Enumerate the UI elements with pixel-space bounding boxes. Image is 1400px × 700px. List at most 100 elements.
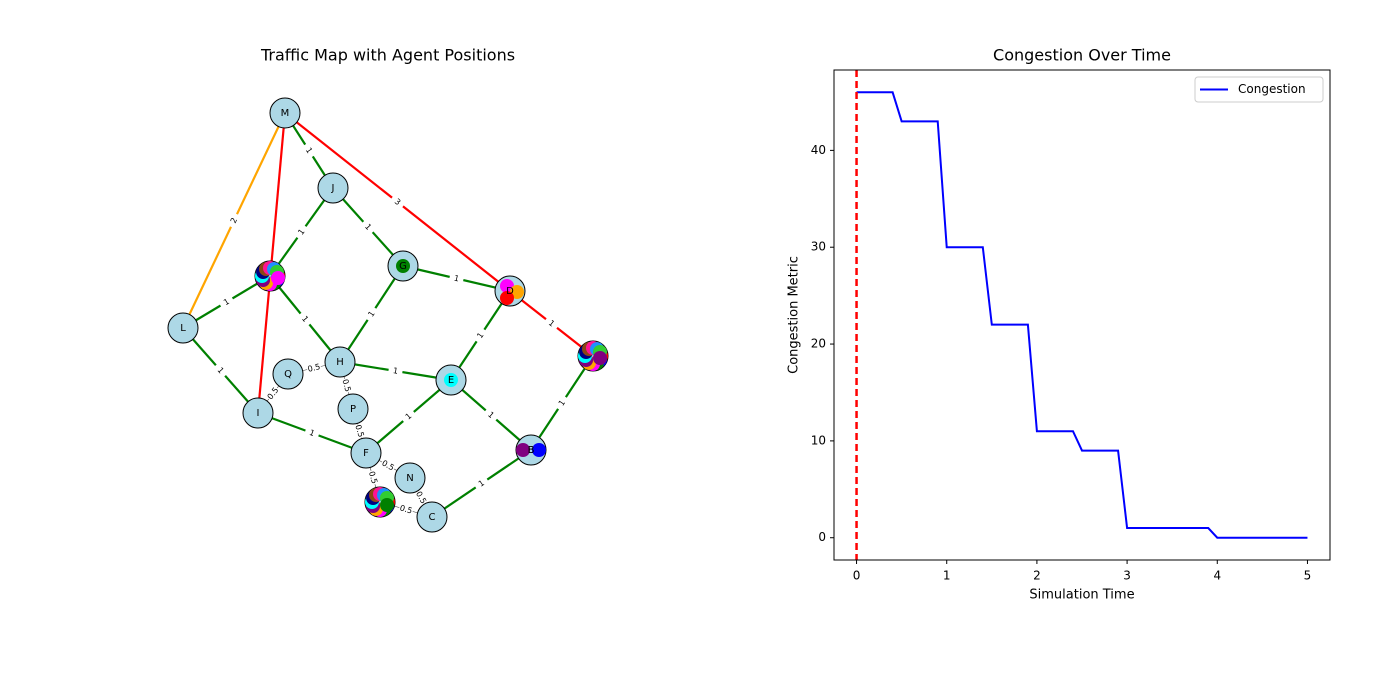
edge-label-bg bbox=[397, 502, 415, 517]
edge-label: 1 bbox=[363, 222, 373, 232]
node-label: Q bbox=[284, 369, 292, 380]
agent bbox=[516, 443, 530, 457]
y-tick-label: 20 bbox=[811, 337, 826, 351]
y-tick-label: 10 bbox=[811, 433, 826, 447]
x-tick-label: 3 bbox=[1123, 569, 1131, 583]
agent bbox=[500, 291, 514, 305]
edge-label-group: 1 bbox=[472, 326, 489, 345]
edge-label: 1 bbox=[557, 398, 567, 407]
agent bbox=[380, 498, 394, 512]
node bbox=[317, 172, 349, 204]
edge-label-group: 1 bbox=[387, 364, 404, 378]
edge-label-group: 0.5 bbox=[352, 422, 367, 440]
node bbox=[269, 97, 301, 129]
node bbox=[350, 437, 382, 469]
edge-label: 1 bbox=[547, 318, 557, 328]
node-label: E bbox=[448, 375, 454, 386]
plot-frame bbox=[833, 69, 1331, 561]
node bbox=[337, 393, 369, 425]
edge-label-group: 0.5 bbox=[379, 457, 397, 474]
edge-label-bg bbox=[296, 310, 314, 328]
edge-label-group: 0.5 bbox=[413, 488, 429, 507]
node bbox=[242, 397, 274, 429]
edge-label-group: 1 bbox=[293, 223, 310, 241]
edge-label-bg bbox=[366, 469, 380, 486]
edge-label: 1 bbox=[300, 314, 310, 324]
y-tick-label: 40 bbox=[811, 143, 826, 157]
edge-label-bg bbox=[264, 384, 282, 403]
x-tick-label: 2 bbox=[1033, 569, 1041, 583]
edge-label-bg bbox=[472, 326, 489, 345]
edge-label: 1 bbox=[215, 366, 225, 376]
edge-label-group: 0.5 bbox=[397, 502, 415, 517]
edge-label-bg bbox=[306, 361, 322, 375]
edge-label-group: 0.5 bbox=[306, 361, 322, 375]
edge-label-group: 1 bbox=[217, 294, 236, 310]
edge-label-group: 3 bbox=[388, 193, 407, 211]
edge-label: 1 bbox=[308, 428, 316, 438]
node-label: F bbox=[363, 448, 369, 459]
edge-label-group: 1 bbox=[359, 218, 377, 236]
node-label: C bbox=[429, 512, 436, 523]
edge-label-bg bbox=[379, 457, 397, 474]
edge-label-group: 2 bbox=[226, 212, 242, 229]
node bbox=[324, 346, 356, 378]
x-axis-label: Simulation Time bbox=[1029, 588, 1134, 603]
edge-label: 1 bbox=[366, 309, 376, 318]
edge-label-group: 0.5 bbox=[339, 377, 354, 394]
edge-label-bg bbox=[352, 422, 367, 440]
edge-label-bg bbox=[553, 394, 571, 412]
edge-label-group: 0.5 bbox=[366, 469, 380, 486]
edge-label: 1 bbox=[453, 274, 460, 284]
edge-label: 0.5 bbox=[307, 362, 321, 374]
edge-label-bg bbox=[339, 377, 354, 394]
legend-label: Congestion bbox=[1238, 82, 1306, 96]
agent bbox=[444, 373, 458, 387]
edge-label-group: 1 bbox=[472, 475, 491, 492]
edge-label-bg bbox=[387, 364, 404, 378]
node-label: B bbox=[528, 445, 535, 456]
agent bbox=[396, 259, 410, 273]
edge-label-group: 1 bbox=[399, 408, 418, 425]
node-label: G bbox=[399, 261, 407, 272]
edge-label-bg bbox=[399, 408, 418, 425]
edge-label-group: 1 bbox=[448, 272, 465, 285]
edge-label: 0.5 bbox=[380, 458, 396, 472]
edge-label-bg bbox=[363, 305, 380, 323]
legend-box bbox=[1194, 76, 1324, 103]
edge-label-bg bbox=[293, 223, 310, 241]
node bbox=[394, 462, 426, 494]
edge-label: 1 bbox=[304, 146, 314, 155]
node-label: J bbox=[331, 183, 335, 194]
node-label: N bbox=[406, 473, 413, 484]
edge-label-bg bbox=[413, 488, 429, 507]
agent bbox=[271, 271, 285, 285]
edge-label-bg bbox=[482, 406, 500, 424]
edge-label-bg bbox=[303, 425, 321, 441]
series-line bbox=[856, 91, 1308, 539]
edge-label: 1 bbox=[296, 227, 306, 236]
node-label: I bbox=[257, 408, 260, 419]
edge-label-bg bbox=[226, 212, 242, 229]
edge-label-bg bbox=[542, 315, 561, 332]
y-tick-label: 0 bbox=[818, 530, 826, 544]
x-tick-label: 4 bbox=[1213, 569, 1221, 583]
edge-label-bg bbox=[217, 294, 236, 310]
edge-label: 1 bbox=[486, 410, 496, 420]
edge-label-group: 1 bbox=[363, 305, 380, 323]
edge-label: 2 bbox=[229, 216, 239, 224]
edge-label: 1 bbox=[222, 297, 231, 307]
x-tick-label: 0 bbox=[853, 569, 861, 583]
edge-label: 1 bbox=[477, 478, 486, 488]
agent bbox=[593, 351, 607, 365]
edge-label: 1 bbox=[475, 331, 485, 340]
edge-label: 0.5 bbox=[399, 503, 414, 515]
edge-label: 0.5 bbox=[340, 378, 352, 393]
x-tick-label: 1 bbox=[943, 569, 951, 583]
edge-label-group: 1 bbox=[553, 394, 571, 412]
y-tick-label: 30 bbox=[811, 240, 826, 254]
node-label: L bbox=[180, 323, 186, 334]
edge-label: 0.5 bbox=[367, 470, 379, 485]
graph-title: Traffic Map with Agent Positions bbox=[260, 46, 515, 65]
